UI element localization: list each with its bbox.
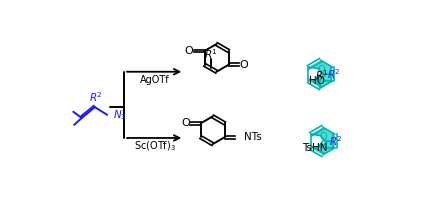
Text: $N_3$: $N_3$ xyxy=(113,108,126,122)
Text: O: O xyxy=(185,46,194,56)
Text: $R^2$: $R^2$ xyxy=(329,134,343,148)
Text: O: O xyxy=(181,118,190,128)
Polygon shape xyxy=(311,127,335,155)
Text: $R^1$: $R^1$ xyxy=(203,48,218,61)
Text: $R^2$: $R^2$ xyxy=(89,90,103,104)
Polygon shape xyxy=(308,60,332,88)
Text: O: O xyxy=(320,132,328,142)
Text: AgOTf: AgOTf xyxy=(140,75,170,85)
Text: Sc(OTf)$_3$: Sc(OTf)$_3$ xyxy=(134,140,176,153)
Text: O: O xyxy=(318,65,325,75)
Text: $R^2$: $R^2$ xyxy=(327,67,341,81)
Text: HO: HO xyxy=(309,76,325,86)
Text: TsHN: TsHN xyxy=(301,143,327,153)
Text: $R^1$: $R^1$ xyxy=(315,69,329,82)
Text: O: O xyxy=(240,60,248,70)
Text: NTs: NTs xyxy=(244,132,262,142)
